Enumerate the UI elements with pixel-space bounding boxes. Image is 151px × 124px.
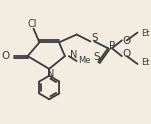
Text: S: S xyxy=(93,52,100,62)
Text: O: O xyxy=(123,36,131,46)
Text: N: N xyxy=(70,50,77,60)
Text: N: N xyxy=(47,69,54,79)
Text: O: O xyxy=(123,49,131,59)
Text: S: S xyxy=(91,33,98,43)
Text: Et: Et xyxy=(141,29,150,38)
Text: Et: Et xyxy=(141,59,150,67)
Text: P: P xyxy=(109,41,115,51)
Text: Cl: Cl xyxy=(28,19,37,29)
Text: Me: Me xyxy=(78,56,90,64)
Text: O: O xyxy=(2,51,10,61)
